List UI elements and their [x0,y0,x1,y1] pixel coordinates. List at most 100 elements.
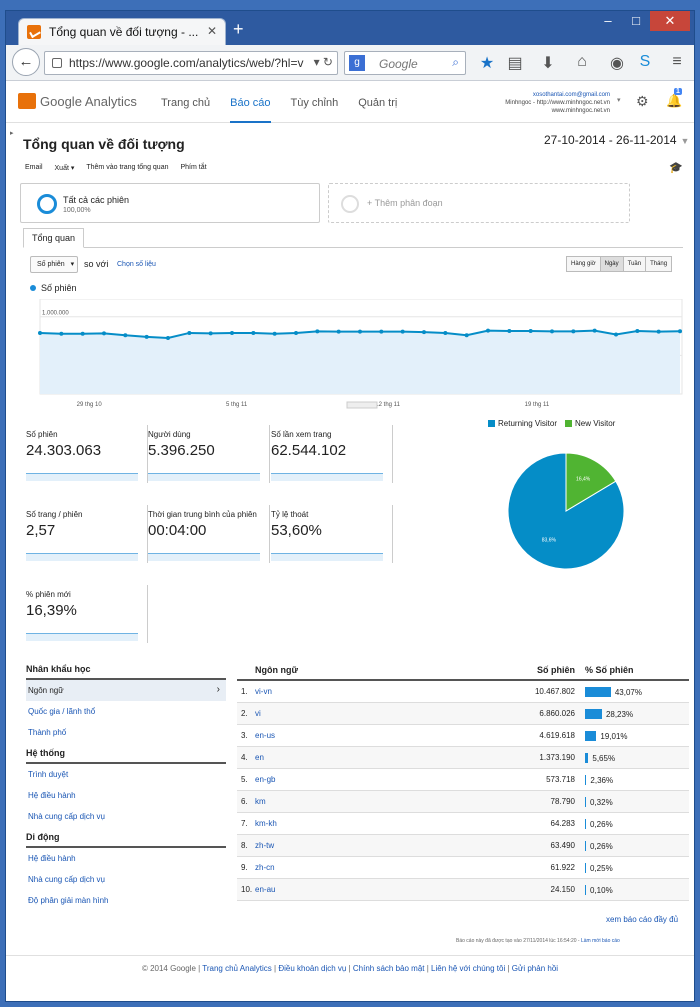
nav-home[interactable]: Trang chủ [161,97,211,109]
footer-link-contact[interactable]: Liên hệ với chúng tôi [431,964,506,973]
data-point[interactable] [102,331,106,336]
full-report-link[interactable]: xem báo cáo đầy đủ [606,915,679,924]
data-point[interactable] [38,330,42,335]
data-point[interactable] [336,329,341,334]
reading-list-icon[interactable]: ▤ [507,55,523,72]
ga-logo[interactable]: Google Analytics [18,93,137,109]
nav-dimension-item[interactable]: Thành phố [28,728,67,737]
language-link[interactable]: en [255,753,264,762]
segment-all-sessions[interactable]: Tất cả các phiên 100,00% [20,183,320,223]
nav-dimension-item[interactable]: Trình duyệt [28,770,69,779]
nav-dimension-item[interactable]: Ngôn ngữ [26,680,226,701]
language-link[interactable]: km [255,797,266,806]
gear-icon[interactable]: ⚙ [636,93,649,109]
nav-dimension-item[interactable]: Hệ điều hành [28,854,76,863]
language-link[interactable]: en-us [255,731,276,740]
data-point[interactable] [422,330,426,335]
email-action[interactable]: Email [25,164,43,171]
language-link[interactable]: vi [255,709,261,718]
kpi-card[interactable]: Số phiên 24.303.063 [26,425,148,483]
nav-customize[interactable]: Tùy chỉnh [290,97,339,109]
nav-dimension-item[interactable]: Độ phân giải màn hình [28,896,109,905]
data-point[interactable] [486,328,490,333]
browser-tab[interactable]: Tổng quan về đối tượng - ... ✕ [18,18,226,45]
export-action[interactable]: Xuất ▾ [54,165,75,172]
kpi-card[interactable]: Tỷ lệ thoát 53,60% [271,505,393,563]
language-link[interactable]: zh-cn [255,863,275,872]
data-point[interactable] [251,330,256,335]
kpi-card[interactable]: Số trang / phiên 2,57 [26,505,148,563]
data-point[interactable] [315,329,320,334]
pie-slice[interactable] [565,452,617,512]
kpi-card[interactable]: Số lần xem trang 62.544.102 [271,425,393,483]
kpi-card[interactable]: Thời gian trung bình của phiên 00:04:00 [148,505,270,563]
language-link[interactable]: en-gb [255,775,276,784]
back-arrow-icon[interactable]: ← [12,48,40,76]
footer-link-privacy[interactable]: Chính sách bảo mật [352,964,425,973]
account-chevron-down-icon[interactable]: ▾ [617,97,621,104]
footer-link-terms[interactable]: Điều khoản dịch vụ [278,964,347,973]
nav-dimension-item[interactable]: Hệ điều hành [28,791,76,800]
url-bar[interactable]: https://www.google.com/analytics/web/?hl… [44,51,338,75]
chart-resize-handle[interactable] [346,401,378,409]
data-point[interactable] [550,329,554,334]
tab-overview[interactable]: Tổng quan [23,228,85,248]
nav-dimension-item[interactable]: Nhà cung cấp dịch vụ [28,812,105,821]
data-point[interactable] [443,330,448,335]
kpi-card[interactable]: Người dùng 5.396.250 [148,425,270,483]
data-point[interactable] [678,329,682,334]
metric-select[interactable]: Số phiên ▾ [30,256,78,273]
granularity-monthly[interactable]: Tháng [645,256,673,272]
data-point[interactable] [528,329,533,334]
footer-link-feedback[interactable]: Gửi phản hồi [511,964,559,973]
footer-link-home[interactable]: Trang chủ Analytics [202,964,272,973]
data-point[interactable] [464,333,469,338]
kpi-card[interactable]: % phiên mới 16,39% [26,585,148,643]
bookmark-star-icon[interactable]: ★ [479,55,495,72]
data-point[interactable] [294,330,298,335]
nav-dimension-item[interactable]: Nhà cung cấp dịch vụ [28,875,105,884]
close-window-icon[interactable]: ✕ [650,11,690,31]
nav-admin[interactable]: Quản trị [358,97,398,109]
data-point[interactable] [635,329,640,334]
nav-dimension-item[interactable]: Quốc gia / lãnh thổ [28,707,96,716]
add-to-dashboard-action[interactable]: Thêm vào trang tổng quan [86,164,169,171]
data-point[interactable] [592,328,597,333]
granularity-weekly[interactable]: Tuần [622,256,647,272]
home-icon[interactable]: ⌂ [577,53,587,70]
date-range-picker[interactable]: 27-10-2014 - 26-11-2014 ▼ [544,133,689,147]
graduation-cap-icon[interactable]: 🎓 [669,162,683,174]
data-point[interactable] [400,329,405,334]
shortcut-action[interactable]: Phím tắt [180,164,207,171]
sync-icon[interactable]: ◉ [610,55,624,72]
data-point[interactable] [187,330,192,335]
search-box[interactable]: g Google ⌕ [344,51,466,75]
sidebar-toggle-icon[interactable]: ▸ [10,130,14,137]
granularity-hourly[interactable]: Hàng giờ [566,256,601,272]
language-link[interactable]: zh-tw [255,841,275,850]
data-point[interactable] [80,331,85,336]
nav-reports[interactable]: Báo cáo [230,97,271,123]
language-link[interactable]: vi-vn [255,687,272,696]
granularity-daily[interactable]: Ngày [599,256,624,272]
close-tab-icon[interactable]: ✕ [206,24,217,38]
pie-slice[interactable] [507,452,625,570]
data-point[interactable] [571,329,576,334]
notification-bell-icon[interactable]: 🔔 1 [666,88,683,108]
refresh-report-link[interactable]: Làm mới báo cáo [580,938,620,944]
skype-icon[interactable]: S [639,53,651,70]
minimize-icon[interactable]: – [604,13,612,28]
data-point[interactable] [208,331,213,336]
header-sessions[interactable]: Số phiên [537,665,575,675]
data-point[interactable] [507,329,512,334]
data-point[interactable] [144,334,149,339]
data-point[interactable] [272,331,277,336]
add-segment[interactable]: + Thêm phân đoạn [328,183,630,223]
data-point[interactable] [358,329,362,334]
data-point[interactable] [614,332,618,337]
language-link[interactable]: km-kh [255,819,277,828]
data-point[interactable] [379,329,384,334]
data-point[interactable] [656,329,661,334]
data-point[interactable] [123,333,128,338]
data-point[interactable] [230,330,234,335]
